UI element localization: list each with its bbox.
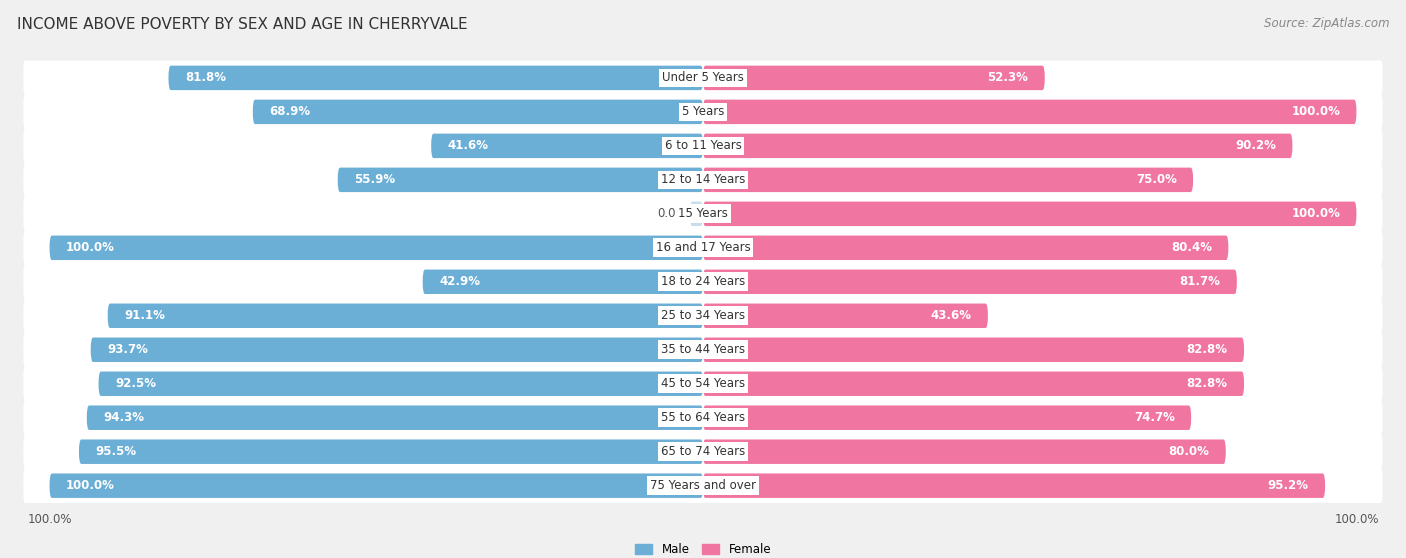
Text: 90.2%: 90.2% [1236,140,1277,152]
Text: 91.1%: 91.1% [124,309,165,323]
FancyBboxPatch shape [703,406,1191,430]
Text: 55.9%: 55.9% [354,174,395,186]
Text: 82.8%: 82.8% [1187,343,1227,356]
Text: 80.0%: 80.0% [1168,445,1209,458]
Text: 41.6%: 41.6% [447,140,488,152]
FancyBboxPatch shape [24,94,1382,129]
FancyBboxPatch shape [703,133,1292,158]
Text: 100.0%: 100.0% [1291,208,1340,220]
Text: 80.4%: 80.4% [1171,241,1212,254]
Text: 75 Years and over: 75 Years and over [650,479,756,492]
Text: 52.3%: 52.3% [987,71,1028,84]
FancyBboxPatch shape [98,372,703,396]
Text: 15 Years: 15 Years [678,208,728,220]
Text: 0.0%: 0.0% [657,208,686,220]
FancyBboxPatch shape [703,100,1357,124]
FancyBboxPatch shape [24,196,1382,231]
Text: 93.7%: 93.7% [107,343,148,356]
Text: 95.2%: 95.2% [1268,479,1309,492]
FancyBboxPatch shape [24,162,1382,197]
Text: 43.6%: 43.6% [931,309,972,323]
Text: 92.5%: 92.5% [115,377,156,390]
Text: 75.0%: 75.0% [1136,174,1177,186]
FancyBboxPatch shape [49,235,703,260]
FancyBboxPatch shape [703,167,1194,192]
Text: 81.8%: 81.8% [184,71,226,84]
FancyBboxPatch shape [24,264,1382,299]
Text: 18 to 24 Years: 18 to 24 Years [661,275,745,288]
FancyBboxPatch shape [703,304,988,328]
FancyBboxPatch shape [79,440,703,464]
Text: 45 to 54 Years: 45 to 54 Years [661,377,745,390]
Text: 55 to 64 Years: 55 to 64 Years [661,411,745,424]
Text: 94.3%: 94.3% [103,411,145,424]
Text: INCOME ABOVE POVERTY BY SEX AND AGE IN CHERRYVALE: INCOME ABOVE POVERTY BY SEX AND AGE IN C… [17,17,468,32]
FancyBboxPatch shape [703,270,1237,294]
Text: 82.8%: 82.8% [1187,377,1227,390]
FancyBboxPatch shape [108,304,703,328]
FancyBboxPatch shape [253,100,703,124]
FancyBboxPatch shape [432,133,703,158]
Text: 5 Years: 5 Years [682,105,724,118]
FancyBboxPatch shape [87,406,703,430]
Legend: Male, Female: Male, Female [630,538,776,558]
FancyBboxPatch shape [703,338,1244,362]
Text: 100.0%: 100.0% [66,479,115,492]
FancyBboxPatch shape [423,270,703,294]
FancyBboxPatch shape [703,473,1324,498]
Text: 68.9%: 68.9% [269,105,311,118]
FancyBboxPatch shape [24,128,1382,163]
FancyBboxPatch shape [24,401,1382,435]
FancyBboxPatch shape [169,66,703,90]
FancyBboxPatch shape [337,167,703,192]
Text: 100.0%: 100.0% [66,241,115,254]
Text: 12 to 14 Years: 12 to 14 Years [661,174,745,186]
FancyBboxPatch shape [24,299,1382,333]
FancyBboxPatch shape [91,338,703,362]
FancyBboxPatch shape [24,61,1382,95]
Text: 95.5%: 95.5% [96,445,136,458]
Text: 35 to 44 Years: 35 to 44 Years [661,343,745,356]
Text: 81.7%: 81.7% [1180,275,1220,288]
FancyBboxPatch shape [703,372,1244,396]
FancyBboxPatch shape [49,473,703,498]
Text: 74.7%: 74.7% [1133,411,1175,424]
Text: Under 5 Years: Under 5 Years [662,71,744,84]
Text: Source: ZipAtlas.com: Source: ZipAtlas.com [1264,17,1389,30]
FancyBboxPatch shape [24,468,1382,503]
Text: 25 to 34 Years: 25 to 34 Years [661,309,745,323]
FancyBboxPatch shape [703,201,1357,226]
FancyBboxPatch shape [703,440,1226,464]
Text: 65 to 74 Years: 65 to 74 Years [661,445,745,458]
FancyBboxPatch shape [24,367,1382,401]
FancyBboxPatch shape [24,230,1382,265]
FancyBboxPatch shape [703,66,1045,90]
FancyBboxPatch shape [24,434,1382,469]
Text: 6 to 11 Years: 6 to 11 Years [665,140,741,152]
Text: 100.0%: 100.0% [1291,105,1340,118]
Text: 16 and 17 Years: 16 and 17 Years [655,241,751,254]
FancyBboxPatch shape [703,235,1229,260]
Text: 42.9%: 42.9% [439,275,479,288]
FancyBboxPatch shape [24,333,1382,367]
FancyBboxPatch shape [690,201,703,226]
